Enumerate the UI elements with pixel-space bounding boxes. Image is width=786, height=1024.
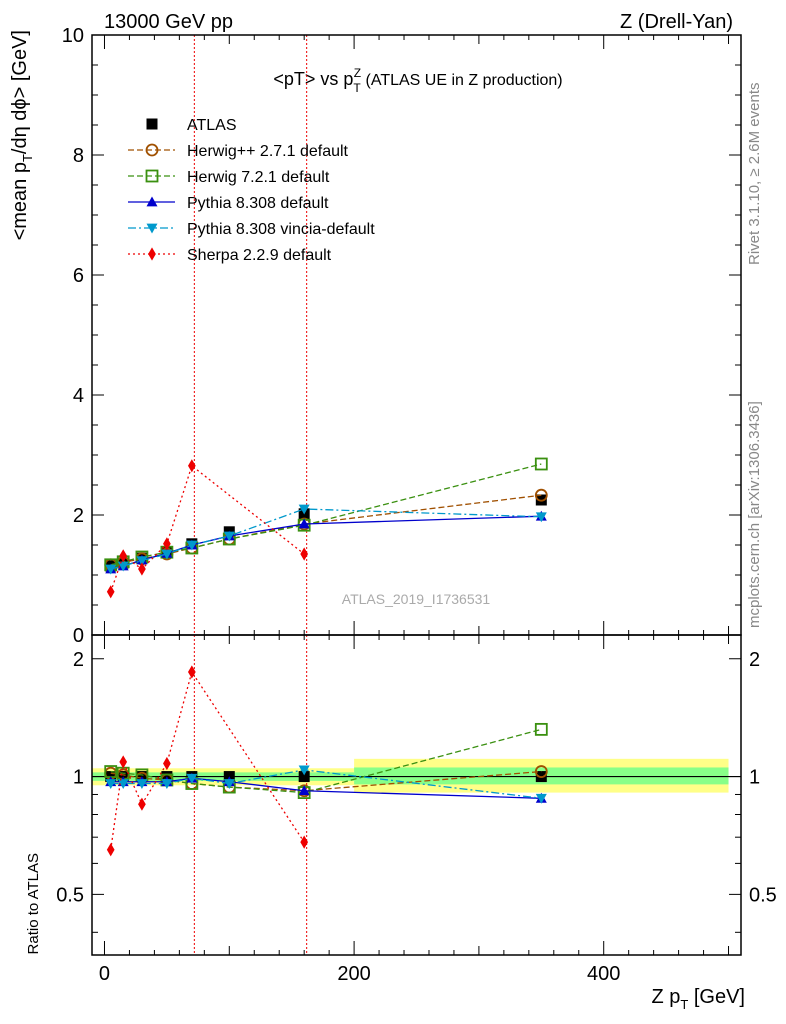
main-data-point — [161, 549, 173, 560]
ratio-data-point — [138, 797, 146, 811]
x-axis-label: Z pT [GeV] — [651, 986, 745, 1012]
main-data-point — [136, 556, 148, 567]
main-data-point — [300, 547, 309, 561]
ratio-data-point — [106, 843, 115, 857]
ratio-data-point — [535, 793, 547, 804]
ratio-series-line — [110, 769, 542, 799]
main-data-point — [119, 549, 128, 563]
ratio-series-line — [110, 670, 305, 850]
main-series-0 — [105, 494, 547, 572]
analysis-label: ATLAS_2019_I1736531 — [342, 591, 491, 607]
ratio-tick-label: 2 — [749, 649, 760, 671]
legend-label: Herwig++ 2.7.1 default — [187, 143, 349, 160]
ratio-data-point — [298, 785, 310, 796]
ratio-series — [104, 665, 548, 857]
main-series-4 — [105, 504, 547, 575]
main-series-line — [110, 463, 542, 566]
main-data-point — [187, 459, 196, 473]
ratio-data-point — [534, 722, 548, 736]
ratio-data-point — [105, 779, 117, 790]
main-data-point — [163, 537, 171, 551]
ratio-data-point — [187, 665, 196, 679]
main-data-point — [138, 562, 146, 576]
legend-marker — [146, 196, 158, 207]
mcplots-label: mcplots.cern.ch [arXiv:1306.3436] — [746, 401, 763, 628]
main-series-line — [110, 464, 305, 593]
ratio-tick-label: 0.5 — [56, 884, 84, 906]
ratio-frame — [91, 634, 742, 956]
y-tick-label: 8 — [73, 145, 84, 167]
legend-label: Sherpa 2.2.9 default — [187, 247, 332, 264]
ratio-data-point — [298, 765, 310, 776]
main-data-point — [298, 504, 310, 515]
main-data-point — [117, 561, 129, 572]
main-data-point — [534, 488, 548, 502]
y-tick-label: 6 — [73, 265, 84, 287]
main-data-point — [223, 531, 235, 542]
legend-marker — [148, 247, 156, 261]
legend-label: Pythia 8.308 vincia-default — [187, 221, 375, 238]
legend-marker — [145, 143, 159, 157]
y-tick-label: 2 — [73, 505, 84, 527]
y-tick-label: 10 — [62, 25, 84, 47]
main-data-point — [186, 540, 198, 551]
main-data-point — [298, 518, 310, 529]
main-data-point — [106, 585, 115, 599]
legend: ATLAS Herwig++ 2.7.1 default Herwig 7.2.1 … — [128, 117, 375, 264]
x-tick-label: 400 — [587, 963, 620, 985]
ratio-data-point — [163, 756, 171, 771]
main-data-point — [534, 457, 548, 471]
ratio-series-line — [110, 770, 542, 792]
ratio-tick-label: 1 — [749, 767, 760, 789]
main-series — [104, 457, 548, 599]
ratio-series-4 — [105, 765, 547, 804]
ratio-data-point — [161, 779, 173, 790]
main-series-5 — [106, 459, 309, 599]
ratio-data-point — [117, 779, 129, 790]
ratio-data-point — [223, 779, 235, 790]
ratio-tick-label: 2 — [73, 649, 84, 671]
ratio-tick-label: 0.5 — [749, 884, 777, 906]
ratio-data-point — [119, 755, 128, 769]
main-series-line — [110, 494, 542, 566]
legend-label: Pythia 8.308 default — [187, 195, 329, 212]
legend-label: Herwig 7.2.1 default — [187, 169, 330, 186]
header-left: 13000 GeV pp — [104, 11, 233, 33]
ratio-axis-label: Ratio to ATLAS — [25, 853, 42, 954]
ratio-data-point — [186, 773, 198, 784]
ratio-data-point — [136, 779, 148, 790]
x-tick-label: 200 — [337, 963, 370, 985]
legend-marker — [145, 169, 159, 183]
vertical-markers — [193, 35, 308, 955]
main-data-point — [105, 564, 117, 575]
legend-marker — [146, 118, 158, 130]
y-tick-label: 4 — [73, 385, 84, 407]
main-series-line — [110, 515, 542, 570]
main-data-point — [535, 512, 547, 523]
x-tick-label: 0 — [99, 963, 110, 985]
legend-marker — [146, 223, 158, 234]
ratio-series-5 — [106, 665, 309, 857]
ratio-series-line — [110, 728, 542, 794]
y-axis-label: <mean pT/dη dϕ> [GeV] — [9, 30, 35, 240]
ratio-data-point — [298, 771, 310, 783]
chart-title: <pT> vs pTZ (ATLAS UE in Z production) — [273, 66, 562, 95]
ratio-data-point — [534, 765, 548, 778]
y-tick-label: 0 — [73, 625, 84, 647]
rivet-label: Rivet 3.1.10, ≥ 2.6M events — [746, 83, 763, 266]
ratio-data-point — [300, 835, 309, 849]
header-right: Z (Drell-Yan) — [620, 11, 733, 33]
ratio-tick-label: 1 — [73, 767, 84, 789]
legend-label: ATLAS — [187, 117, 237, 134]
